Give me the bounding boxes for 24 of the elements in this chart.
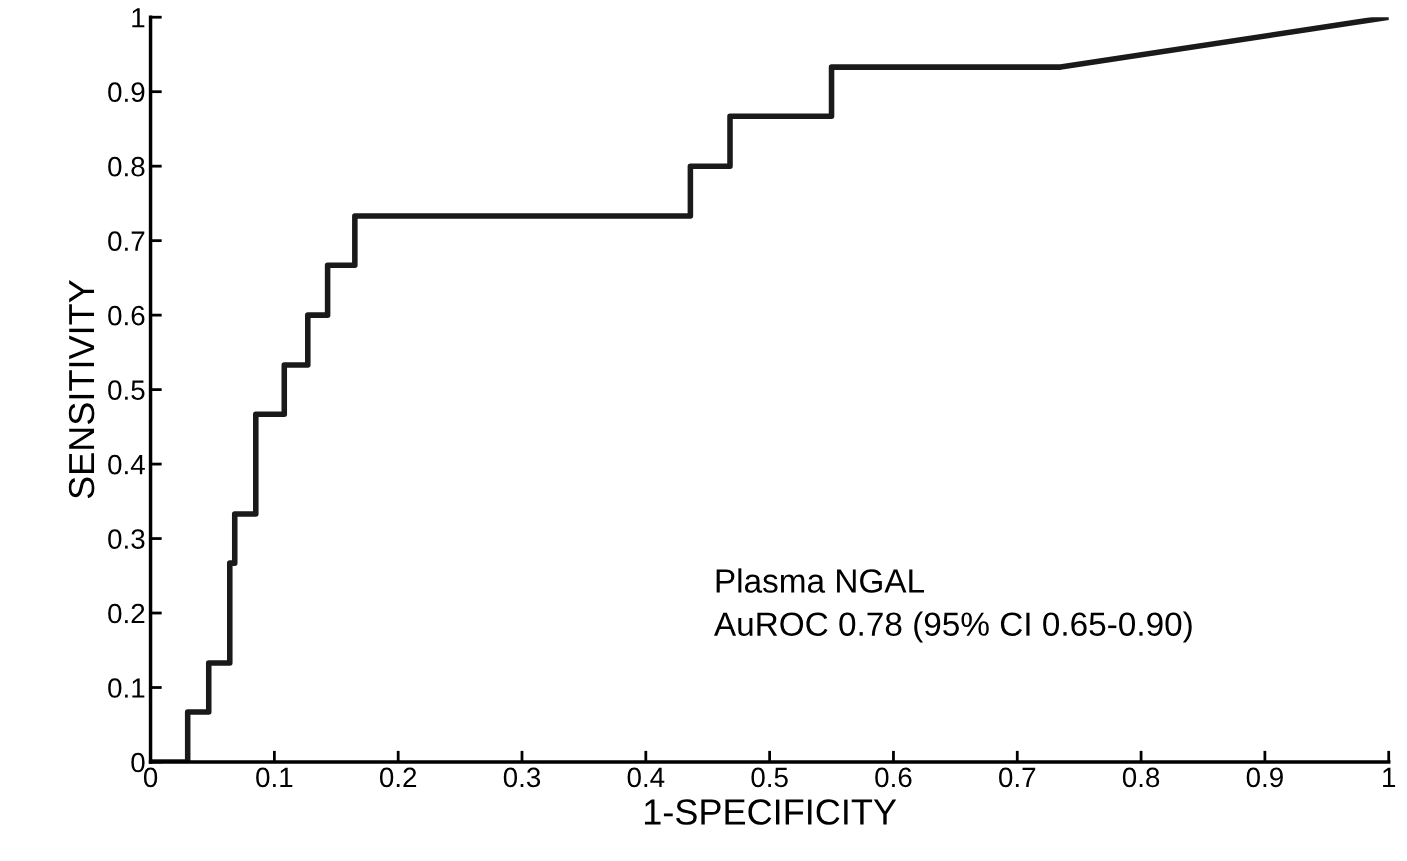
y-tick-label: 0.3 bbox=[108, 529, 145, 549]
x-axis-title: 1-SPECIFICITY bbox=[644, 799, 897, 825]
x-tick-label: 0.1 bbox=[256, 767, 293, 788]
x-tick-label: 1 bbox=[1383, 767, 1396, 787]
y-axis-title: SENSITIVITY bbox=[68, 280, 95, 499]
x-tick-label: 0.6 bbox=[875, 767, 912, 788]
x-tick-label: 0.8 bbox=[1122, 767, 1160, 788]
y-tick-label: 0 bbox=[131, 752, 145, 773]
y-tick-label: 0.2 bbox=[108, 603, 145, 624]
annotation: Plasma NGAL AuROC 0.78 (95% CI 0.65-0.90) bbox=[713, 568, 1192, 643]
y-tick-label: 0.9 bbox=[108, 82, 145, 103]
x-tick-label: 0.5 bbox=[751, 767, 788, 788]
x-tick-label: 0.9 bbox=[1246, 767, 1283, 788]
y-tick-label: 1 bbox=[132, 8, 145, 28]
y-tick-label: 0.4 bbox=[108, 454, 145, 475]
y-tick-label: 0.5 bbox=[108, 380, 145, 400]
x-tick-label: 0.4 bbox=[627, 767, 665, 788]
y-tick-label: 0.6 bbox=[108, 305, 145, 326]
x-tick-label: 0.3 bbox=[503, 767, 541, 788]
y-tick-label: 0.8 bbox=[108, 156, 145, 177]
y-tick-label: 0.1 bbox=[108, 678, 145, 698]
x-tick-label: 0.2 bbox=[379, 767, 417, 788]
y-tick-label: 0.7 bbox=[108, 231, 145, 251]
x-tick-label: 0.7 bbox=[999, 767, 1036, 788]
